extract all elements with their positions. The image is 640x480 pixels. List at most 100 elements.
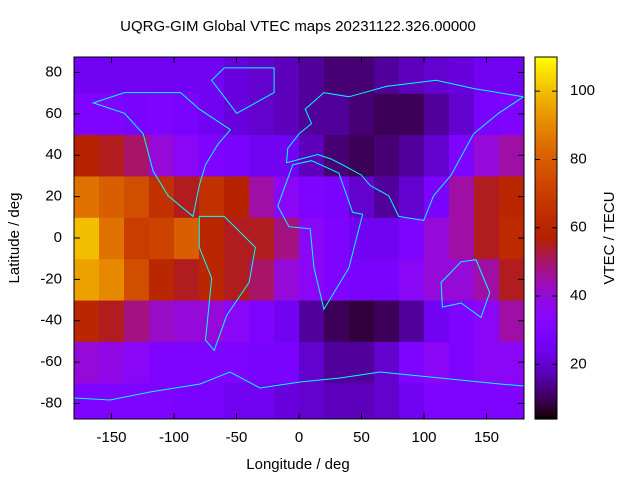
heat-cell [124,217,150,260]
colorbar-swatch [535,373,557,378]
colorbar-swatch [535,292,557,296]
y-tick-label: 60 [45,105,62,122]
colorbar-swatch [535,171,557,176]
heat-cell [99,93,125,136]
heat-cell [174,217,200,260]
heat-cell [424,57,450,94]
heat-cell [324,134,350,177]
colorbar-swatch [535,376,557,381]
heat-cell [149,175,175,218]
x-axis-label: Longitude / deg [246,456,349,473]
colorbar-swatch [535,99,557,103]
colorbar-swatch [535,153,557,158]
colorbar-swatch [535,168,557,173]
heat-cell [374,382,400,419]
heat-cell [124,341,150,384]
heat-cell [374,57,400,94]
colorbar-swatch [535,277,557,281]
colorbar-swatch [535,135,557,140]
colorbar-swatch [535,253,557,257]
heat-cell [124,134,150,177]
heat-cell [299,341,325,384]
heat-cell [224,134,250,177]
heat-cell [474,217,500,260]
colorbar [535,57,557,420]
colorbar-swatch [535,144,557,149]
heat-cell [224,57,250,94]
colorbar-swatch [535,358,557,363]
colorbar-swatch [535,210,557,215]
heat-cell [474,341,500,384]
x-tick-label: -150 [96,429,126,446]
heat-cell [349,300,375,342]
colorbar-swatch [535,367,557,372]
heat-cell [324,93,350,136]
heat-cell [474,175,500,218]
heat-cell [224,175,250,218]
heat-cell [149,57,175,94]
heat-cell [199,382,225,419]
colorbar-swatch [535,343,557,348]
heat-cell [274,300,300,342]
colorbar-swatch [535,180,557,185]
colorbar-swatch [535,409,557,414]
heat-cell [374,175,400,218]
colorbar-swatch [535,346,557,351]
heat-cell [424,134,450,177]
colorbar-swatch [535,108,557,112]
heat-cell [449,300,475,342]
heat-cell [199,57,225,94]
colorbar-swatch [535,412,557,417]
heat-cell [274,258,300,301]
colorbar-swatch [535,319,557,324]
colorbar-swatch [535,283,557,287]
coastline [211,67,275,114]
heat-cell [249,300,275,342]
colorbar-swatch [535,222,557,227]
colorbar-swatch [535,259,557,263]
colorbar-swatch [535,216,557,221]
heat-cell [474,134,500,177]
colorbar-swatch [535,274,557,278]
heat-cell [399,175,425,218]
heat-cell [199,300,225,342]
heat-cell [174,57,200,94]
y-axis-label: Latitude / deg [6,193,23,284]
colorbar-swatch [535,174,557,179]
y-tick-label: -40 [40,312,62,329]
colorbar-swatch [535,78,557,82]
heat-cell [224,258,250,301]
colorbar-swatch [535,114,557,118]
colorbar-swatch [535,295,557,299]
colorbar-swatch [535,337,557,342]
colorbar-frame [534,56,558,420]
y-tick-label: -20 [40,270,62,287]
heat-cell [299,93,325,136]
colorbar-swatch [535,123,557,127]
colorbar-swatch [535,238,557,242]
colorbar-tick-label: 100 [570,82,595,99]
heat-cell [274,217,300,260]
heat-cell [449,93,475,136]
colorbar-swatch [535,244,557,248]
colorbar-swatch [535,325,557,330]
heat-cell [449,341,475,384]
colorbar-swatch [535,331,557,336]
x-tick-label: 0 [295,429,303,446]
colorbar-swatch [535,69,557,73]
colorbar-swatch [535,117,557,121]
colorbar-swatch [535,286,557,290]
heat-cell [324,300,350,342]
colorbar-tick-label: 20 [570,355,587,372]
x-tick-label: -100 [159,429,189,446]
colorbar-swatch [535,201,557,206]
heat-cell [99,300,125,342]
colorbar-swatch [535,247,557,251]
heat-cell [474,382,500,419]
colorbar-swatch [535,183,557,188]
colorbar-swatch [535,382,557,387]
x-tick-label: 50 [353,429,370,446]
heat-cell [249,217,275,260]
colorbar-swatch [535,403,557,408]
